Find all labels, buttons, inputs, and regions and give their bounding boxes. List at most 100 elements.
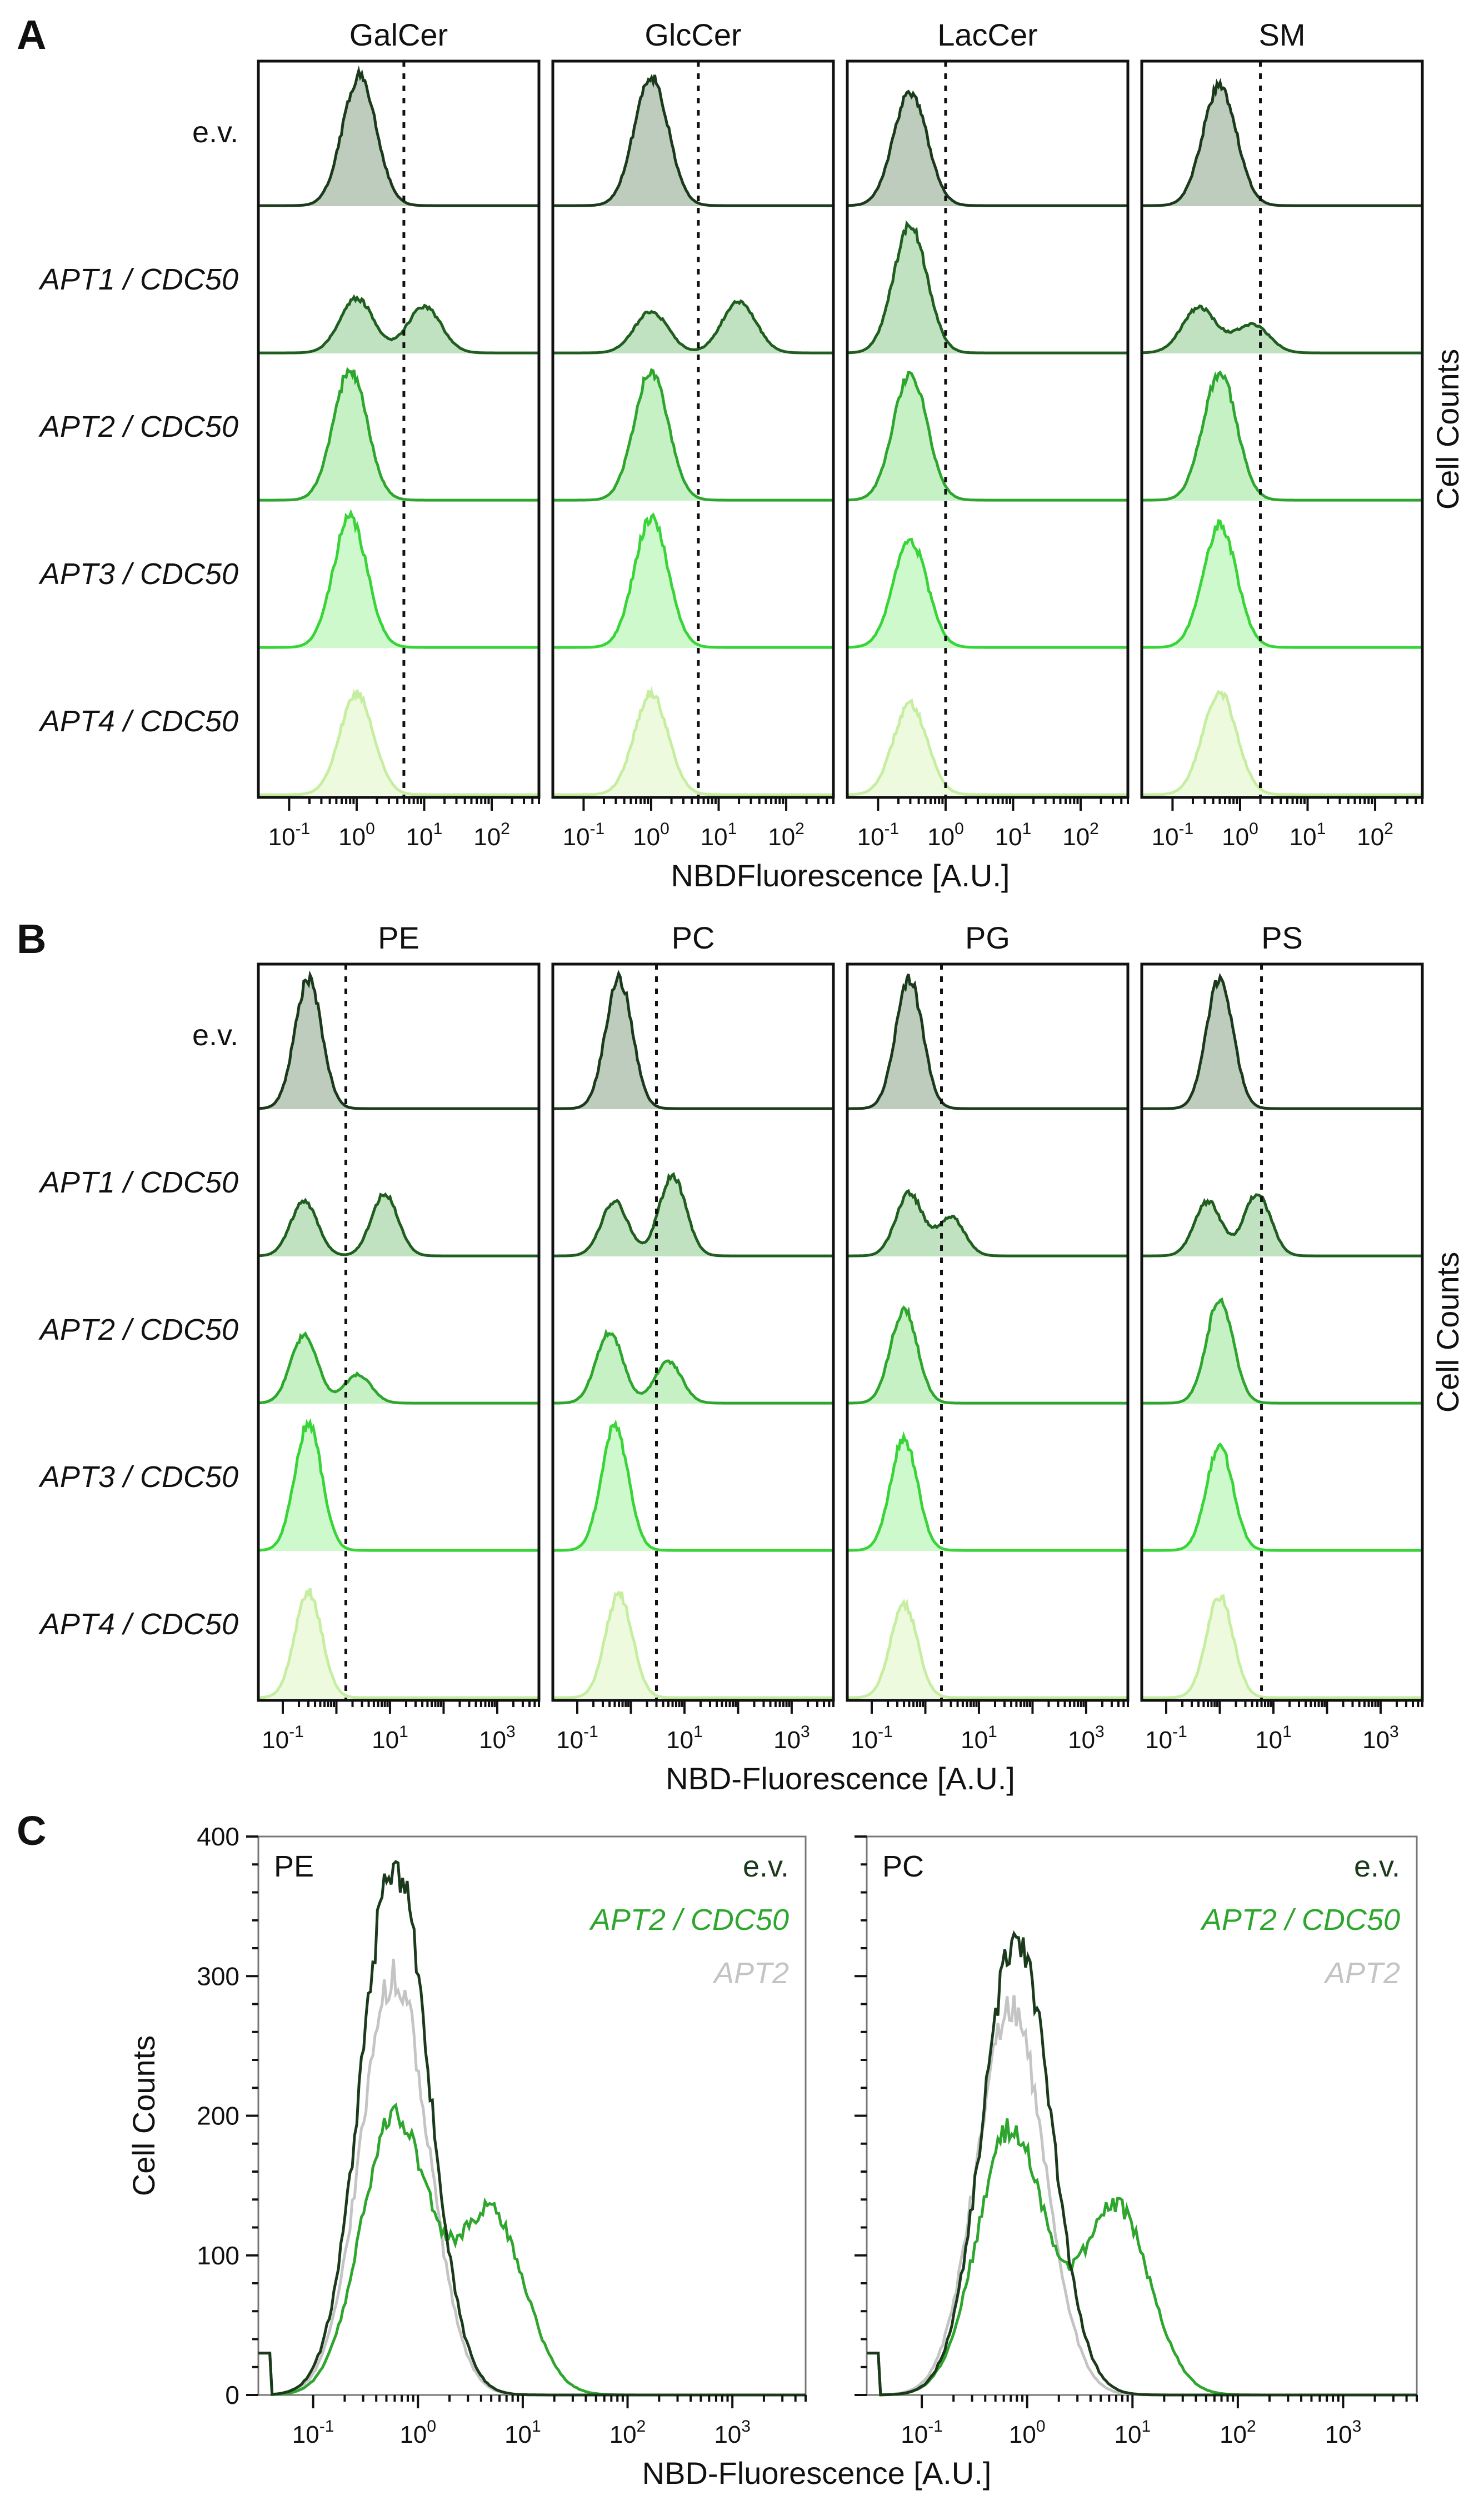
x-tick-label: 103 — [1362, 1723, 1399, 1754]
histogram-fill — [553, 1591, 833, 1698]
column-frame — [846, 962, 1130, 1702]
histogram-line — [1142, 1594, 1422, 1699]
column-title: PE — [378, 920, 419, 955]
histogram-line — [847, 974, 1128, 1110]
y-tick-label: 300 — [197, 1962, 239, 1990]
x-axis-label: NBD-Fluorescence [A.U.] — [642, 2456, 992, 2491]
histogram-fill — [258, 1194, 539, 1256]
histogram-line — [1142, 370, 1422, 502]
column-title: GlcCer — [644, 17, 741, 52]
y-axis-label: Cell Counts — [1430, 1252, 1465, 1413]
histogram-fill — [553, 1333, 833, 1404]
histogram-fill — [1142, 1299, 1422, 1404]
subplot-title: PC — [882, 1850, 924, 1883]
histogram-fill — [847, 700, 1128, 795]
x-tick-label: 102 — [768, 820, 805, 851]
histogram-line — [258, 970, 539, 1110]
histogram-line — [258, 1418, 539, 1552]
histogram-line — [847, 1305, 1128, 1405]
histogram-fill — [1142, 1444, 1422, 1551]
legend-entry: APT2 / CDC50 — [1200, 1903, 1400, 1937]
column-title: LacCer — [937, 17, 1038, 52]
x-tick-label: 102 — [609, 2417, 646, 2448]
panel-b-histograms: PE 10-1 101 103 PC 10-1 101 103 PG 10-1 101 103 PS 10… — [38, 920, 1465, 1796]
histogram-fill — [258, 975, 539, 1109]
histogram-fill — [1142, 691, 1422, 795]
histogram-line — [553, 970, 833, 1110]
y-tick-label: 400 — [197, 1822, 239, 1851]
x-tick-label: 10-1 — [851, 1723, 893, 1754]
histogram-line — [1142, 1442, 1422, 1552]
histogram-line — [1142, 972, 1422, 1110]
histogram-fill — [1142, 1195, 1422, 1256]
row-label: APT1 / CDC50 — [38, 263, 238, 296]
histogram-line — [553, 73, 833, 207]
histogram-line — [258, 1192, 539, 1258]
column-laccer: LacCer 10-1 100 101 102 — [846, 17, 1130, 851]
histogram-fill — [847, 1191, 1128, 1256]
row-label: e.v. — [192, 1019, 238, 1052]
x-tick-label: 10-1 — [1145, 1723, 1187, 1754]
histogram-fill — [553, 1174, 833, 1256]
histogram-line — [553, 299, 833, 355]
column-ps: PS 10-1 101 103 — [1140, 920, 1424, 1754]
column-title: GalCer — [349, 17, 448, 52]
y-tick-label: 100 — [197, 2241, 239, 2270]
histogram-fill — [258, 1333, 539, 1404]
row-label: APT2 / CDC50 — [38, 410, 238, 443]
x-tick-label: 101 — [406, 820, 443, 851]
y-tick-label: 200 — [197, 2102, 239, 2130]
column-frame — [1140, 59, 1424, 799]
column-pe: PE 10-1 101 103 — [257, 920, 541, 1754]
histogram-line — [258, 294, 539, 355]
panel-label-a: A — [17, 12, 46, 58]
row-label: APT1 / CDC50 — [38, 1166, 238, 1199]
histogram-fill — [1142, 1595, 1422, 1698]
column-title: PG — [965, 920, 1010, 955]
histogram-fill — [258, 370, 539, 501]
x-tick-label: 101 — [504, 2417, 541, 2448]
histogram-line — [553, 1172, 833, 1258]
histogram-fill — [1142, 521, 1422, 648]
histogram-line — [847, 1189, 1128, 1258]
histogram-fill — [553, 1423, 833, 1551]
column-title: SM — [1259, 17, 1306, 52]
histogram-fill — [258, 297, 539, 353]
legend-entry: APT2 / CDC50 — [589, 1903, 789, 1937]
histogram-fill — [1142, 976, 1422, 1109]
histogram-fill — [553, 370, 833, 501]
x-axis-label: NBD-Fluorescence [A.U.] — [666, 1761, 1015, 1796]
x-tick-label: 100 — [1222, 820, 1258, 851]
column-frame — [551, 59, 835, 799]
histogram-fill — [553, 974, 833, 1109]
x-tick-label: 100 — [927, 820, 964, 851]
histogram-line — [553, 1590, 833, 1699]
histogram-line — [1142, 689, 1422, 796]
subplot-pe: 10-1 100 101 102 103 0 100 200 300 400 PE e.v. APT2 … — [197, 1822, 807, 2448]
histogram-line — [847, 698, 1128, 796]
column-pc: PC 10-1 101 103 — [551, 920, 835, 1754]
x-tick-label: 102 — [1062, 820, 1099, 851]
x-tick-label: 101 — [961, 1723, 997, 1754]
histogram-line — [258, 367, 539, 502]
legend-entry: e.v. — [743, 1850, 789, 1883]
legend-entry: APT2 — [712, 1957, 789, 1990]
x-tick-label: 103 — [1068, 1723, 1105, 1754]
series-line — [258, 1958, 806, 2397]
row-label: APT4 / CDC50 — [38, 1608, 238, 1641]
column-frame — [551, 962, 835, 1702]
x-tick-label: 103 — [773, 1723, 810, 1754]
histogram-fill — [258, 71, 539, 207]
histogram-line — [258, 1588, 539, 1699]
x-tick-label: 101 — [666, 1723, 703, 1754]
histogram-fill — [847, 223, 1128, 353]
y-tick-label: 0 — [225, 2381, 239, 2409]
histogram-line — [847, 1431, 1128, 1552]
column-frame — [1140, 962, 1424, 1702]
histogram-line — [1142, 1193, 1422, 1258]
column-frame — [846, 59, 1130, 799]
x-tick-label: 103 — [1325, 2417, 1362, 2448]
subplot-pc: 10-1 100 101 102 103 PC e.v. APT2 / CDC50 APT2 — [855, 1835, 1418, 2448]
histogram-line — [258, 688, 539, 796]
histogram-fill — [847, 1602, 1128, 1698]
